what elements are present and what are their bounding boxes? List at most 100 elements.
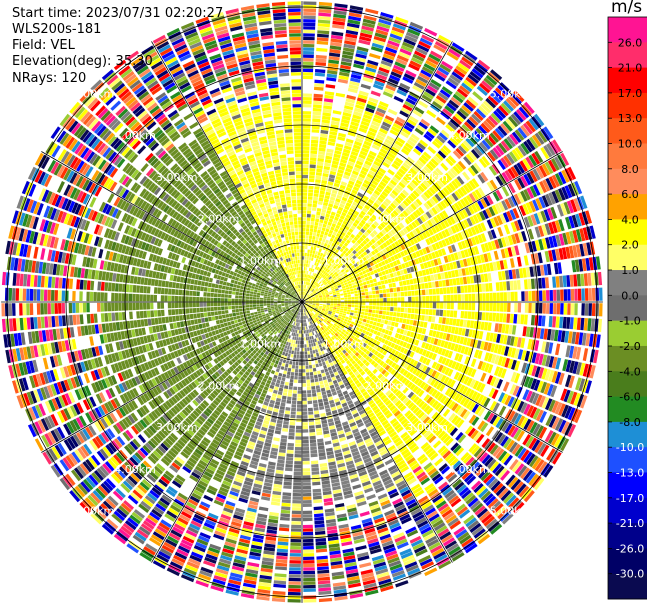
radar-gate [331, 189, 338, 195]
radar-gate [302, 100, 312, 104]
radar-gate [302, 411, 308, 415]
radar-gate [522, 122, 533, 135]
radar-gate [305, 263, 308, 267]
radar-gate [307, 253, 310, 257]
radar-gate [400, 291, 405, 297]
radar-gate [313, 285, 316, 289]
radar-gate [462, 171, 471, 181]
radar-gate [493, 250, 499, 260]
radar-gate [299, 362, 302, 366]
radar-gate [331, 254, 335, 259]
radar-gate [464, 311, 468, 319]
radar-gate [396, 137, 406, 145]
radar-gate [414, 162, 422, 170]
radar-gate [280, 516, 290, 521]
radar-gate [387, 108, 398, 116]
radar-gate [383, 188, 391, 195]
radar-gate [341, 196, 348, 202]
radar-gate [308, 411, 314, 415]
radar-gate [406, 233, 412, 240]
radar-gate [463, 102, 474, 112]
radar-gate [302, 295, 305, 299]
radar-gate [280, 366, 285, 370]
radar-gate [381, 315, 386, 320]
radar-gate [328, 134, 337, 140]
radar-gate [330, 211, 336, 216]
radar-gate [531, 240, 537, 252]
radar-gate [382, 121, 392, 129]
radar-gate [344, 205, 350, 211]
radar-gate [384, 87, 395, 95]
radar-gate [302, 425, 309, 430]
radar-gate [364, 237, 370, 243]
radar-gate [363, 231, 370, 237]
radar-gate [351, 260, 356, 265]
radar-gate [451, 71, 464, 81]
radar-gate [461, 294, 465, 302]
radar-gate [522, 267, 527, 278]
radar-gate [369, 279, 374, 284]
radar-gate [344, 171, 351, 177]
radar-gate [372, 229, 378, 236]
radar-gate [332, 160, 339, 166]
radar-gate [473, 65, 486, 76]
radar-gate [459, 198, 467, 208]
radar-gate [429, 198, 436, 206]
radar-gate [346, 164, 354, 170]
radar-gate [407, 118, 417, 127]
radar-gate [517, 145, 527, 157]
radar-gate [323, 242, 328, 247]
radar-gate [324, 195, 330, 200]
radar-gate [332, 17, 346, 23]
radar-gate [438, 317, 443, 324]
radar-gate [286, 400, 292, 404]
radar-gate [442, 145, 452, 154]
radar-gate [330, 41, 342, 47]
radar-gate [326, 355, 331, 360]
radar-gate [409, 21, 424, 30]
radar-gate [398, 168, 406, 175]
radar-gate [426, 275, 431, 282]
radar-gate [312, 232, 317, 237]
radar-gate [406, 240, 412, 247]
radar-gate [350, 264, 355, 269]
radar-gate [545, 237, 551, 249]
radar-gate [334, 201, 340, 206]
radar-gate [442, 187, 451, 196]
radar-gate [502, 313, 507, 323]
radar-gate [567, 289, 571, 301]
radar-gate [449, 137, 459, 147]
radar-gate [350, 121, 360, 127]
radar-gate [541, 315, 546, 327]
radar-gate [306, 228, 310, 232]
radar-gate [297, 347, 300, 352]
radar-gate [400, 165, 409, 173]
radar-gate [344, 282, 348, 286]
radar-gate [293, 354, 297, 358]
radar-gate [372, 368, 378, 375]
radar-gate [559, 316, 564, 329]
radar-gate [398, 222, 405, 229]
radar-gate [500, 157, 509, 169]
radar-gate [509, 258, 515, 268]
radar-gate [302, 337, 304, 341]
radar-gate [311, 253, 315, 258]
radar-gate [371, 286, 376, 291]
radar-gate [290, 531, 301, 536]
radar-gate [289, 360, 293, 365]
radar-gate [333, 271, 338, 276]
radar-gate [418, 121, 428, 130]
radar-gate [480, 198, 488, 208]
radar-gate [395, 317, 400, 323]
radar-gate [322, 173, 329, 178]
radar-gate [396, 252, 402, 259]
radar-gate [293, 485, 302, 490]
radar-gate [333, 298, 337, 301]
radar-gate [302, 485, 311, 490]
radar-gate [303, 560, 315, 564]
radar-gate [428, 315, 432, 322]
radar-gate [318, 256, 322, 260]
radar-gate [304, 292, 307, 296]
radar-gate [302, 376, 306, 380]
radar-gate [293, 482, 302, 486]
